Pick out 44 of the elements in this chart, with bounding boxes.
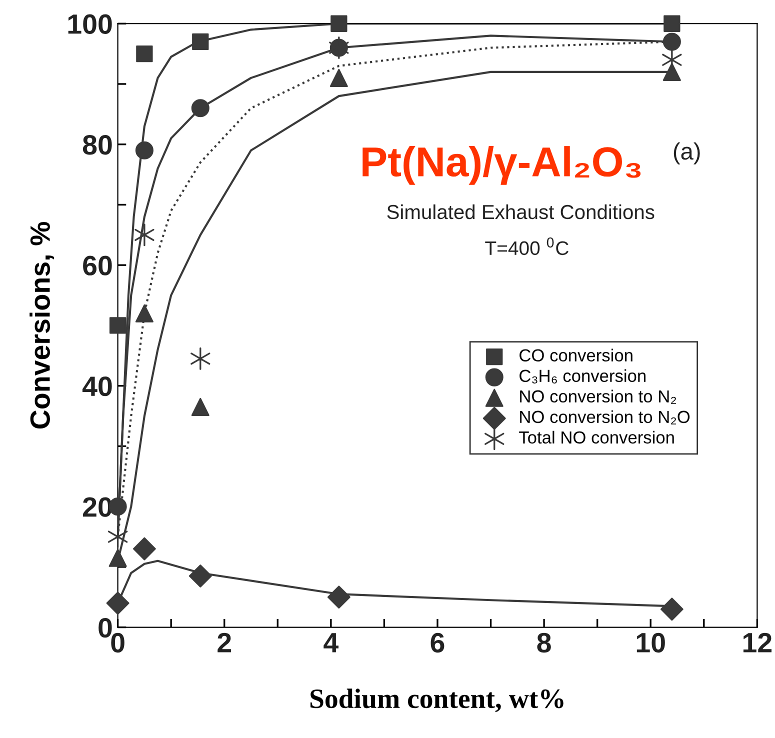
x-tick-label: 2 [218,632,231,652]
legend-label: NO conversion to N₂O [520,410,690,424]
point [330,15,348,32]
x-axis-title: Sodium content, wt% [310,688,564,712]
point [109,317,126,334]
point [662,32,681,51]
legend-label: CO conversion [520,348,632,362]
point [135,141,154,160]
point [108,525,128,548]
x-tick-label: 4 [324,633,338,652]
point [190,347,210,370]
y-tick-label: 60 [83,256,112,276]
x-tick-label: 12 [743,632,772,652]
point [188,564,212,588]
y-axis-title: Conversions, % [30,222,54,429]
point [132,537,156,560]
point [136,45,153,62]
y-tick-label: 0 [98,618,112,638]
point [108,548,127,567]
point [135,304,154,322]
x-tick-label: 8 [537,632,551,653]
text: Pt(Na)/γ-Al₂O₃ [362,146,641,185]
x-tick-label: 0 [111,632,124,653]
annotation: Simulated Exhaust Conditions [387,204,654,220]
y-tick-label: 40 [82,376,112,396]
point [192,33,209,50]
x-tick-label: 6 [430,632,444,653]
x-tick-label: 10 [636,632,665,653]
point [660,598,684,621]
point [330,68,348,87]
point [662,62,681,81]
point [134,224,154,246]
point [664,15,680,32]
legend-label: C₃H₆ conversion [520,369,646,384]
annotation: T=400 $^{0}$C [485,237,568,256]
y-tick-label: 100 [68,14,112,34]
point [106,592,130,615]
point [191,99,210,118]
point [191,398,210,416]
point [327,586,350,609]
legend-label: Total NO conversion [519,430,674,444]
legend-label: NO conversion to N₂ [520,390,676,404]
annotation: (a) [674,142,700,164]
y-tick-label: 80 [82,135,112,155]
